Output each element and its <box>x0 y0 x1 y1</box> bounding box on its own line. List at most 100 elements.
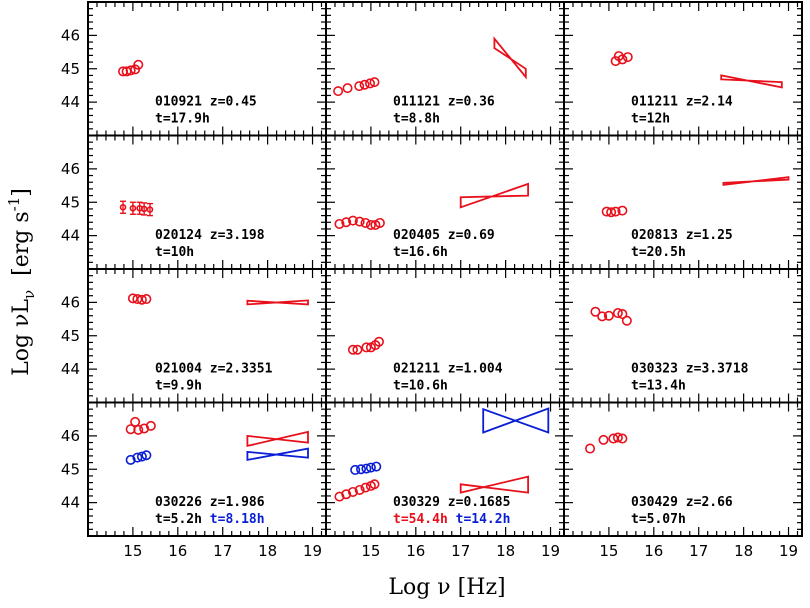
x-axis-label: Log ν [Hz] <box>388 575 505 600</box>
data-point-blue <box>141 450 152 461</box>
data-point-red <box>597 311 608 322</box>
data-point-red <box>354 81 365 92</box>
x-tick-label: 16 <box>168 542 187 560</box>
data-point-blue <box>365 462 376 473</box>
data-point-red <box>374 217 385 228</box>
data-point-red <box>342 83 353 94</box>
time-label: t=5.07h <box>631 512 686 527</box>
panel-021211: 021211 z=1.004 t=10.6h <box>325 268 565 404</box>
data-point-red <box>352 344 363 355</box>
time-label: t=54.4h <box>393 512 448 527</box>
data-point-red <box>347 215 358 226</box>
time-label: t=10.6h <box>393 379 448 394</box>
panel-time: t=17.9h <box>155 112 210 127</box>
data-point-blue <box>132 452 143 463</box>
panel-frame <box>325 1 565 137</box>
x-tick-label: 15 <box>361 542 380 560</box>
data-point-red <box>360 482 371 493</box>
panel-label: 021004 z=2.3351 <box>155 362 273 377</box>
time-label: t=9.9h <box>155 379 202 394</box>
time-label: t=20.5h <box>631 245 686 260</box>
data-point-red <box>354 216 365 227</box>
panel-label: 011121 z=0.36 <box>393 95 495 110</box>
time-label: t=13.4h <box>631 379 686 394</box>
panel-label: 021211 z=1.004 <box>393 362 503 377</box>
x-tick-label: 16 <box>406 542 425 560</box>
data-point-red <box>333 86 344 97</box>
panel-time: t=8.8h <box>393 112 440 127</box>
data-point-red <box>136 294 147 305</box>
panel-030226: 44 45 46 15 16 17 18 19 030226 z=1.986 t=5.2h t=8… <box>61 401 327 560</box>
data-point-red <box>361 342 372 353</box>
y-tick-label: 44 <box>61 360 80 378</box>
panel-time: t=5.07h <box>631 512 686 527</box>
data-point-red <box>365 219 376 230</box>
x-tick-label: 18 <box>734 542 753 560</box>
y-tick-label: 44 <box>61 93 80 111</box>
data-point-red <box>334 491 345 502</box>
y-tick-label: 46 <box>61 427 80 445</box>
time-label: t=16.6h <box>393 245 448 260</box>
panel-frame <box>87 268 327 404</box>
panel-label: 030323 z=3.3718 <box>631 362 749 377</box>
data-point-red <box>603 310 614 321</box>
panel-label: 020813 z=1.25 <box>631 228 733 243</box>
data-point-blue <box>350 464 361 475</box>
x-tick-label: 19 <box>779 542 798 560</box>
data-point-red <box>617 433 628 444</box>
data-point-red <box>341 489 352 500</box>
x-tick-label: 17 <box>451 542 470 560</box>
data-point-red <box>354 484 365 495</box>
panel-time: t=13.4h <box>631 379 686 394</box>
panel-010921: 44 45 46 010921 z=0.45 t=17.9h <box>61 1 327 137</box>
time-label: t=17.9h <box>155 112 210 127</box>
bowtie-red <box>720 74 783 89</box>
panel-020813: 020813 z=1.25 t=20.5h <box>563 134 803 270</box>
data-point-red <box>622 52 633 63</box>
data-point-red <box>347 486 358 497</box>
y-tick-label: 46 <box>61 293 80 311</box>
data-point-red <box>365 78 376 89</box>
panel-label: 020124 z=3.198 <box>155 228 265 243</box>
data-point-red <box>145 420 156 431</box>
data-point-red <box>612 432 623 443</box>
bowtie-blue <box>482 407 550 434</box>
bowtie-red <box>459 475 529 494</box>
data-point-red <box>590 306 601 317</box>
data-point-red <box>360 217 371 228</box>
data-point-red <box>141 294 152 305</box>
data-point-red <box>119 203 127 211</box>
data-point-red <box>373 336 384 347</box>
panel-frame <box>563 1 803 137</box>
panel-021004: 44 45 46 021004 z=2.3351 t=9.9h <box>61 268 327 404</box>
y-tick-label: 44 <box>61 494 80 512</box>
time-label: t=8.18h <box>202 512 265 527</box>
x-tick-label: 15 <box>123 542 142 560</box>
panel-label: 020405 z=0.69 <box>393 228 495 243</box>
y-tick-label: 44 <box>61 227 80 245</box>
bowtie-red <box>493 36 527 80</box>
panel-020405: 020405 z=0.69 t=16.6h <box>325 134 565 270</box>
x-tick-label: 15 <box>599 542 618 560</box>
data-point-red <box>146 206 154 213</box>
panel-time: t=10h <box>155 245 194 260</box>
x-tick-label: 17 <box>213 542 232 560</box>
data-point-red <box>612 308 623 319</box>
panel-label: 011211 z=2.14 <box>631 95 733 110</box>
data-point-red <box>125 65 136 76</box>
time-label: t=5.2h <box>155 512 202 527</box>
panel-time: t=10.6h <box>393 379 448 394</box>
panel-030329: 15 16 17 18 19 030329 z=0.1685 t=54.4h t=14.2h <box>325 401 565 560</box>
data-point-red <box>617 309 628 320</box>
panel-label: 030329 z=0.1685 <box>393 495 510 510</box>
x-tick-label: 19 <box>541 542 560 560</box>
time-label: t=10h <box>155 245 194 260</box>
panel-020124: 44 45 46 020124 z=3.198 t=10h <box>61 134 327 270</box>
x-tick-label: 18 <box>496 542 515 560</box>
panel-label: 030429 z=2.66 <box>631 495 733 510</box>
panel-time: t=12h <box>631 112 670 127</box>
time-label: t=12h <box>631 112 670 127</box>
y-axis-label: Log νLν [erg s-1] <box>5 188 38 376</box>
bowtie-red <box>459 182 529 209</box>
x-tick-label: 19 <box>303 542 322 560</box>
